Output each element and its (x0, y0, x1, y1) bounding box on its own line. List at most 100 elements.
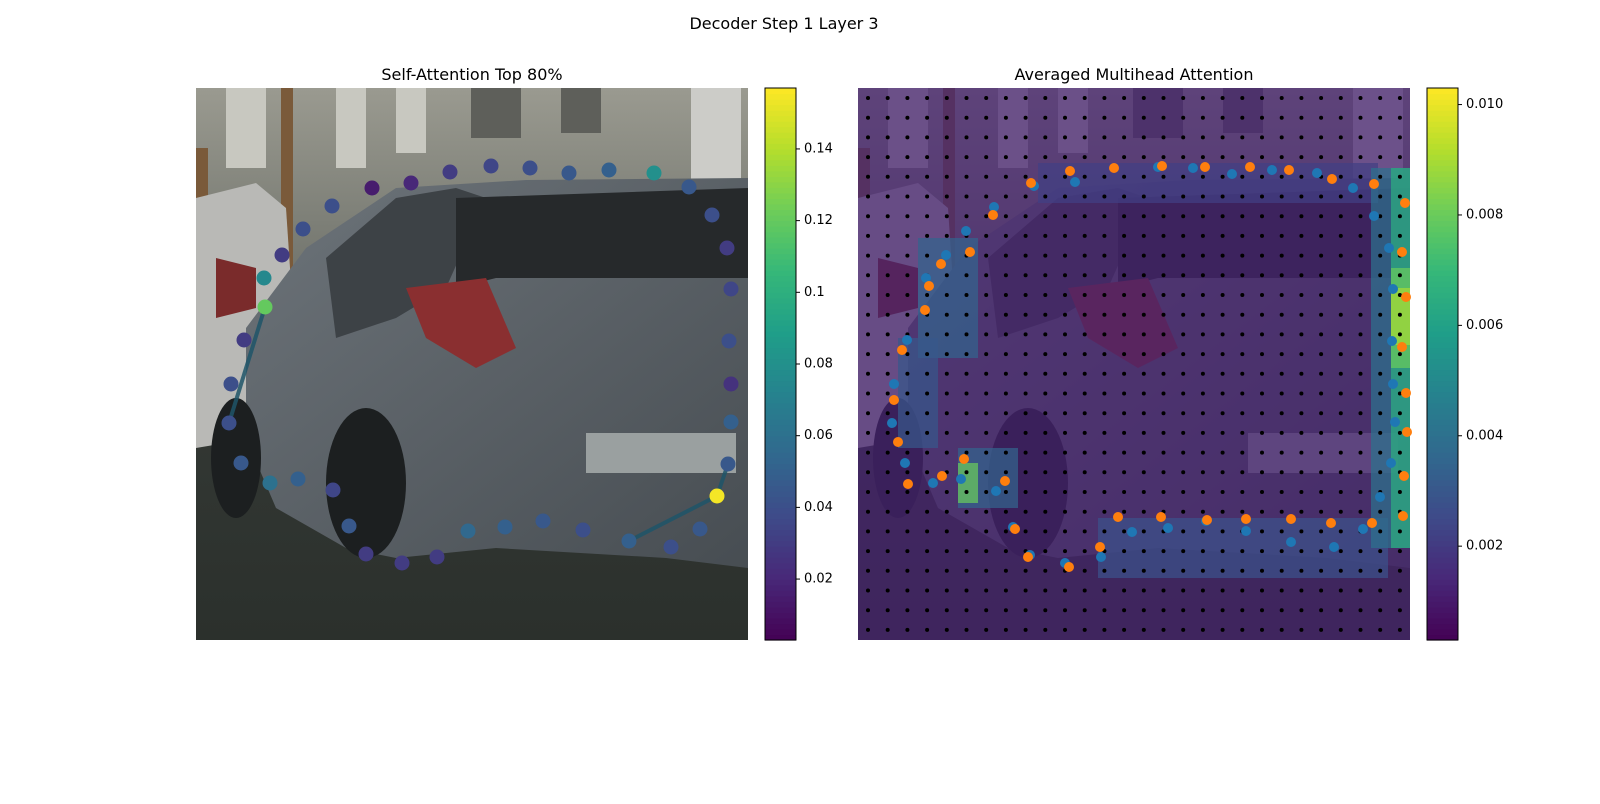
point (1200, 162, 1210, 172)
point (887, 418, 897, 428)
point (1402, 427, 1412, 437)
colorbar-tick-label: 0.04 (804, 500, 833, 515)
point (324, 198, 340, 214)
point (358, 546, 374, 562)
point (1286, 537, 1296, 547)
point (262, 475, 278, 491)
point (991, 486, 1001, 496)
point (1401, 292, 1411, 302)
point (341, 518, 357, 534)
point (1397, 342, 1407, 352)
point (1284, 165, 1294, 175)
point (223, 376, 239, 392)
point (1348, 183, 1358, 193)
point (1065, 166, 1075, 176)
point (989, 202, 999, 212)
colorbar: 0.02 0.04 0.06 0.08 0.1 0.12 0.14 (764, 87, 833, 641)
point (903, 479, 913, 489)
colorbar: 0.002 0.004 0.006 0.008 0.010 (1426, 87, 1503, 641)
point (988, 210, 998, 220)
colorbar-tick-label: 0.06 (804, 428, 833, 443)
point (893, 437, 903, 447)
point (902, 335, 912, 345)
point (723, 414, 739, 430)
point (723, 281, 739, 297)
colorbar-tick-label: 0.1 (804, 285, 825, 300)
point (1286, 514, 1296, 524)
attention-link (628, 494, 718, 543)
point (1127, 527, 1137, 537)
heat-cell (898, 338, 938, 448)
subplot-title: Averaged Multihead Attention (1015, 65, 1254, 84)
point (1369, 179, 1379, 189)
point (1010, 524, 1020, 534)
point (236, 332, 252, 348)
point (1326, 518, 1336, 528)
point (937, 471, 947, 481)
point (692, 521, 708, 537)
point (723, 376, 739, 392)
attention-link (227, 306, 267, 424)
point (601, 162, 617, 178)
sample-grid (866, 96, 1402, 632)
colorbar-tick-label: 0.010 (1466, 97, 1503, 112)
point (295, 221, 311, 237)
point (575, 522, 591, 538)
point (1000, 476, 1010, 486)
point (1096, 552, 1106, 562)
point (429, 549, 445, 565)
point (921, 273, 931, 283)
point (719, 240, 735, 256)
point (1387, 336, 1397, 346)
point (460, 523, 476, 539)
point (1399, 471, 1409, 481)
point (1358, 524, 1368, 534)
point (1384, 243, 1394, 253)
colorbar-tick-label: 0.008 (1466, 207, 1503, 222)
point (1156, 512, 1166, 522)
point (961, 226, 971, 236)
point (889, 379, 899, 389)
point (920, 305, 930, 315)
point (646, 165, 662, 181)
colorbar-tick-label: 0.006 (1466, 318, 1503, 333)
figure-title: Decoder Step 1 Layer 3 (689, 14, 878, 33)
point (1398, 511, 1408, 521)
point (1386, 458, 1396, 468)
colorbar-tick-label: 0.004 (1466, 428, 1503, 443)
point (497, 519, 513, 535)
point (897, 345, 907, 355)
subplot-title: Self-Attention Top 80% (381, 65, 562, 84)
point (1312, 168, 1322, 178)
point (1267, 165, 1277, 175)
point (364, 180, 380, 196)
colorbar-tick-label: 0.14 (804, 141, 833, 156)
colorbar-tick-label: 0.12 (804, 213, 833, 228)
point (1241, 514, 1251, 524)
point (522, 160, 538, 176)
point (663, 539, 679, 555)
point (1070, 177, 1080, 187)
point (924, 281, 934, 291)
point (1388, 284, 1398, 294)
point (1026, 178, 1036, 188)
colorbar-tick-label: 0.002 (1466, 539, 1503, 554)
point (1388, 379, 1398, 389)
point (1227, 169, 1237, 179)
point (900, 458, 910, 468)
point (936, 259, 946, 269)
point (1109, 163, 1119, 173)
point (941, 250, 951, 260)
point (704, 207, 720, 223)
point (928, 478, 938, 488)
point (290, 471, 306, 487)
point (1245, 162, 1255, 172)
point (956, 474, 966, 484)
point (257, 299, 273, 315)
point (1163, 523, 1173, 533)
point (1390, 417, 1400, 427)
point (325, 482, 341, 498)
point (1375, 492, 1385, 502)
point (889, 395, 899, 405)
